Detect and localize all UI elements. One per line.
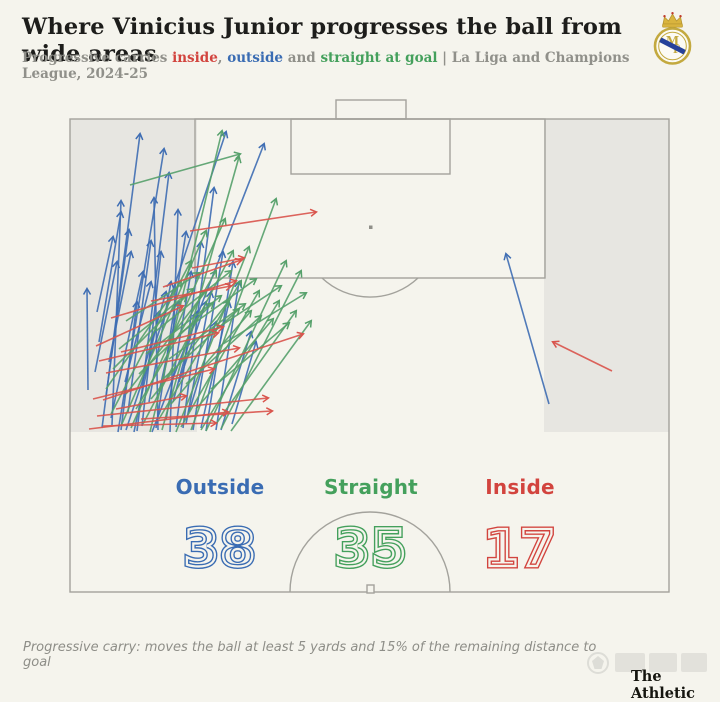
watermark-icon <box>587 652 707 674</box>
straight-carry-arrow <box>129 151 242 186</box>
outside-carry-arrow <box>215 280 243 431</box>
outside-carry-arrow <box>96 235 116 313</box>
goal <box>335 99 407 120</box>
straight-carry-arrow <box>195 317 275 410</box>
inside-count: 17 17 <box>450 518 590 581</box>
outside-carry-arrow <box>158 300 182 393</box>
straight-count-inline: 35 <box>333 519 408 579</box>
inside-count-value: 17 <box>481 518 558 581</box>
straight-carry-arrow <box>150 299 231 400</box>
inside-carry-arrow <box>88 408 230 430</box>
straight-carry-arrow <box>125 289 208 395</box>
inside-carry-arrow <box>189 208 318 232</box>
straight-label: Straight <box>324 475 418 499</box>
straight-count-value: 35 <box>332 518 409 581</box>
wide-area-zone-right <box>544 119 669 432</box>
inside-carry-arrow <box>120 324 225 353</box>
six-yard-box <box>290 118 451 175</box>
carry-arrows <box>82 129 613 433</box>
inside-carry-arrow <box>115 392 188 410</box>
outside-carry-arrow <box>82 287 92 391</box>
outside-carry-arrow <box>94 260 121 373</box>
outside-carry-arrow <box>155 230 190 429</box>
straight-carry-arrow <box>142 249 235 425</box>
outside-count-inline: 38 <box>182 519 257 579</box>
centre-mark <box>366 584 375 594</box>
straight-carry-arrow <box>215 309 298 425</box>
straight-count: 35 35 <box>301 518 441 581</box>
subtitle-part: and <box>283 50 321 66</box>
outside-count: 38 38 <box>150 518 290 581</box>
straight-carry-arrow <box>210 321 291 390</box>
outside-carry-arrow <box>98 210 125 343</box>
subtitle-part: Progressive carries <box>22 50 173 66</box>
outside-label: Outside <box>175 475 265 499</box>
crown-icon <box>662 12 683 28</box>
inside-carry-arrow <box>105 344 241 374</box>
outside-carry-arrow <box>111 199 125 426</box>
pitch-lines <box>69 99 670 594</box>
straight-carry-arrow <box>125 271 201 322</box>
inside-label: Inside <box>485 475 555 499</box>
the-athletic-logo: The Athletic <box>631 668 696 702</box>
outside-count-value: 38 <box>181 518 258 581</box>
outside-carry-arrow <box>105 228 133 397</box>
subtitle-part: inside <box>172 50 218 66</box>
outside-carry-arrow <box>136 171 173 432</box>
centre-circle <box>289 511 451 593</box>
subtitle-part: straight at goal <box>320 50 438 66</box>
inside-carry-arrow <box>162 257 243 288</box>
inside-carry-arrow <box>551 340 613 372</box>
page-title: Where Vinicius Junior progresses the bal… <box>22 14 622 67</box>
straight-carry-arrow <box>112 294 188 370</box>
subtitle: Progressive carries inside, outside and … <box>22 50 662 82</box>
straight-carry-arrow <box>130 217 227 429</box>
penalty-area <box>194 118 546 279</box>
inside-carry-arrow <box>191 254 246 269</box>
straight-carry-arrow <box>222 291 308 345</box>
definition-note: Progressive carry: moves the ball at lea… <box>23 640 597 670</box>
straight-carry-arrow <box>145 294 223 355</box>
subtitle-part: outside <box>227 50 284 66</box>
straight-carry-arrow <box>175 245 251 433</box>
outside-carry-arrow <box>108 250 135 363</box>
inside-carry-arrow <box>95 304 185 347</box>
straight-carry-arrow <box>155 269 233 332</box>
outside-carry-arrow <box>124 280 154 383</box>
outside-carry-arrow <box>503 252 550 405</box>
real-madrid-crest-icon: M F <box>653 12 692 65</box>
inside-count-inline: 17 <box>482 519 557 579</box>
subtitle-part: , <box>217 50 228 66</box>
inside-carry-arrow <box>92 366 216 400</box>
penalty-arc <box>321 277 419 298</box>
outside-carry-arrow <box>151 142 267 433</box>
inside-carry-arrow <box>98 330 220 362</box>
penalty-spot <box>369 225 373 229</box>
subtitle-part: | La Liga and Champions League, 2024-25 <box>22 50 630 82</box>
straight-carry-arrow <box>170 309 253 405</box>
straight-carry-arrow <box>162 307 241 380</box>
inside-carry-arrow <box>110 278 238 319</box>
inside-carry-arrow <box>96 394 270 417</box>
straight-carry-arrow <box>178 277 258 335</box>
straight-carry-arrow <box>220 269 303 430</box>
inside-carry-arrow <box>150 282 233 302</box>
